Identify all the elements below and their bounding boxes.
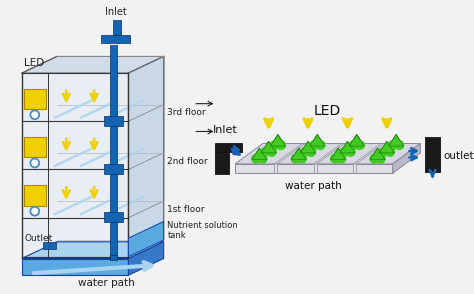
Circle shape: [267, 148, 276, 156]
Polygon shape: [310, 134, 325, 146]
Bar: [110, 255, 117, 260]
Polygon shape: [389, 134, 404, 146]
Circle shape: [386, 148, 394, 156]
Circle shape: [331, 154, 339, 163]
Polygon shape: [252, 148, 267, 160]
Bar: [110, 45, 117, 257]
Polygon shape: [331, 148, 346, 160]
Bar: [314, 163, 317, 173]
Polygon shape: [128, 221, 164, 257]
Circle shape: [261, 148, 270, 156]
Text: Inlet: Inlet: [213, 125, 237, 135]
Bar: [104, 164, 123, 174]
Circle shape: [301, 148, 309, 156]
Text: Outlet: Outlet: [25, 234, 53, 243]
Text: LED: LED: [24, 59, 44, 69]
Circle shape: [346, 148, 355, 156]
Text: Nutrient solution
tank: Nutrient solution tank: [167, 221, 238, 240]
Bar: [24, 89, 46, 109]
Text: outlet: outlet: [444, 151, 474, 161]
Bar: [353, 163, 356, 173]
Circle shape: [389, 141, 397, 149]
Text: 2nd floor: 2nd floor: [167, 157, 208, 166]
Polygon shape: [235, 143, 420, 164]
Bar: [215, 143, 242, 152]
Circle shape: [30, 110, 39, 119]
Circle shape: [32, 160, 37, 166]
Circle shape: [270, 141, 279, 149]
Bar: [215, 152, 229, 174]
Bar: [24, 185, 46, 206]
Polygon shape: [314, 143, 345, 164]
Polygon shape: [128, 242, 164, 275]
Bar: [274, 163, 277, 173]
Bar: [100, 35, 130, 44]
Polygon shape: [353, 143, 384, 164]
Circle shape: [32, 112, 37, 118]
Circle shape: [370, 154, 379, 163]
Polygon shape: [261, 141, 276, 153]
Circle shape: [337, 154, 346, 163]
Polygon shape: [370, 148, 385, 160]
Text: LED: LED: [314, 103, 341, 118]
Circle shape: [379, 148, 388, 156]
Polygon shape: [22, 73, 128, 257]
Text: water path: water path: [285, 181, 342, 191]
Circle shape: [340, 148, 348, 156]
Circle shape: [395, 141, 404, 149]
Text: Inlet: Inlet: [106, 7, 127, 17]
Circle shape: [252, 154, 261, 163]
Circle shape: [277, 141, 285, 149]
Circle shape: [310, 141, 319, 149]
Text: water path: water path: [78, 278, 135, 288]
Polygon shape: [274, 143, 305, 164]
Circle shape: [258, 154, 267, 163]
Polygon shape: [22, 56, 164, 73]
Circle shape: [376, 154, 385, 163]
Polygon shape: [128, 56, 164, 257]
Circle shape: [307, 148, 316, 156]
Circle shape: [316, 141, 325, 149]
Polygon shape: [349, 134, 364, 146]
Text: 1st floor: 1st floor: [167, 205, 205, 214]
Polygon shape: [270, 134, 285, 146]
Polygon shape: [301, 141, 316, 153]
Circle shape: [356, 141, 364, 149]
Polygon shape: [291, 148, 306, 160]
Circle shape: [30, 158, 39, 168]
Bar: [104, 116, 123, 126]
Bar: [235, 164, 392, 173]
Circle shape: [349, 141, 358, 149]
Bar: [24, 137, 46, 158]
Polygon shape: [340, 141, 355, 153]
Polygon shape: [22, 242, 164, 258]
Polygon shape: [22, 258, 128, 275]
Bar: [113, 20, 121, 35]
Bar: [104, 212, 123, 222]
Bar: [425, 137, 440, 172]
Polygon shape: [379, 141, 394, 153]
Circle shape: [30, 207, 39, 216]
Text: 3rd floor: 3rd floor: [167, 108, 206, 117]
Circle shape: [32, 208, 37, 214]
Circle shape: [298, 154, 306, 163]
Bar: [43, 242, 56, 249]
Circle shape: [291, 154, 300, 163]
Polygon shape: [392, 143, 420, 173]
